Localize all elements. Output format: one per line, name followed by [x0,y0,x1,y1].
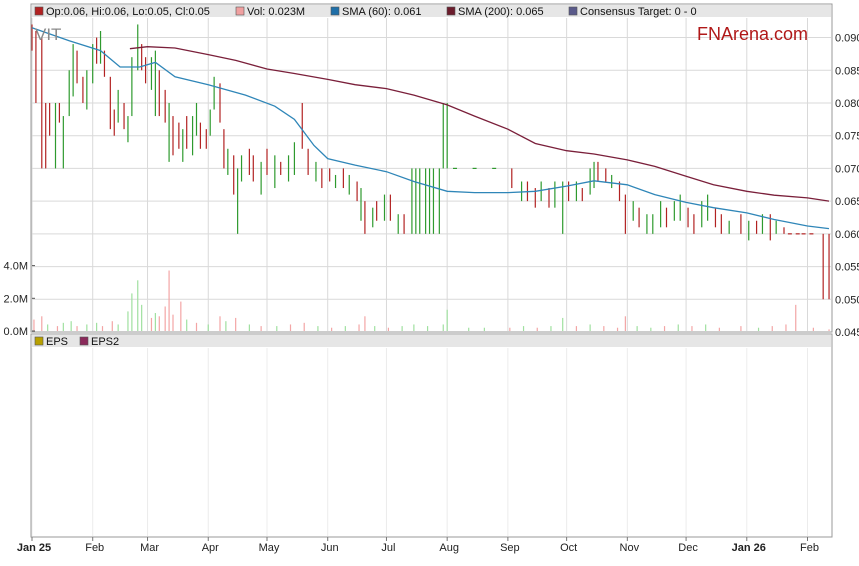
legend-swatch-sma200 [446,6,456,16]
legend-label-ohlc: Op:0.06, Hi:0.06, Lo:0.05, Cl:0.05 [46,6,210,18]
legend-sma200: SMA (200): 0.065 [446,6,544,18]
legend-ohlc: Op:0.06, Hi:0.06, Lo:0.05, Cl:0.05 [34,6,210,18]
price-tick-label: 0.080 [835,98,859,110]
eps-legend-label: EPS [46,336,68,348]
legend-label-sma60: SMA (60): 0.061 [342,6,422,18]
eps-legend-bar [32,335,831,347]
price-tick-label: 0.055 [835,262,859,274]
legend-volume: Vol: 0.023M [235,6,305,18]
eps-legend-swatch [34,336,44,346]
eps-legend-label: EPS2 [91,336,119,348]
month-label: Nov [620,542,640,554]
ticker-label: VIT [35,25,61,44]
month-label: Apr [202,542,219,554]
price-tick-label: 0.075 [835,131,859,143]
price-tick-label: 0.045 [835,327,859,339]
month-label: Dec [678,542,698,554]
legend-swatch-volume [235,6,245,16]
eps-legend-swatch [79,336,89,346]
legend-consensus: Consensus Target: 0 - 0 [568,6,697,18]
price-tick-label: 0.050 [835,294,859,306]
volume-tick-label: 4.0M [4,261,28,273]
month-label: Feb [800,542,819,554]
price-tick-label: 0.070 [835,163,859,175]
month-label: Jan 25 [17,542,51,554]
sma60-line [31,27,830,230]
price-tick-label: 0.065 [835,196,859,208]
sma200-line [129,46,830,202]
eps-legend: EPS EPS2 [34,336,119,348]
price-axis: 0.090 0.085 0.080 0.075 0.070 0.065 0.060 0.055… [835,33,859,339]
legend-swatch-consensus [568,6,578,16]
volume-axis: 4.0M 2.0M 0.0M [4,261,35,338]
price-tick-label: 0.060 [835,229,859,241]
price-tick-label: 0.090 [835,33,859,45]
month-label: May [259,542,280,554]
legend-label-consensus: Consensus Target: 0 - 0 [580,6,697,18]
grid-lines [31,18,831,536]
brand-watermark: FNArena.com [697,24,808,44]
legend-swatch-ohlc [34,6,44,16]
month-label: Jun [321,542,339,554]
price-bars [31,24,830,300]
volume-bars [33,270,830,331]
legend-label-volume: Vol: 0.023M [247,6,305,18]
month-label: Jan 26 [732,542,766,554]
legend-bar [32,5,831,17]
month-label: Aug [439,542,459,554]
legend-swatch-sma60 [330,6,340,16]
month-label: Feb [85,542,104,554]
volume-tick-label: 2.0M [4,293,28,305]
legend-sma60: SMA (60): 0.061 [330,6,422,18]
month-label: Mar [140,542,159,554]
month-label: Jul [381,542,395,554]
legend-label-sma200: SMA (200): 0.065 [458,6,544,18]
price-panel-frame [30,3,833,333]
month-axis: Jan 25 Feb Mar Apr May Jun Jul Aug Sep Oct Nov Dec J… [17,537,819,554]
month-label: Sep [500,542,520,554]
price-tick-label: 0.085 [835,65,859,77]
eps-panel-frame [30,333,833,538]
month-label: Oct [560,542,577,554]
volume-tick-label: 0.0M [4,326,28,338]
